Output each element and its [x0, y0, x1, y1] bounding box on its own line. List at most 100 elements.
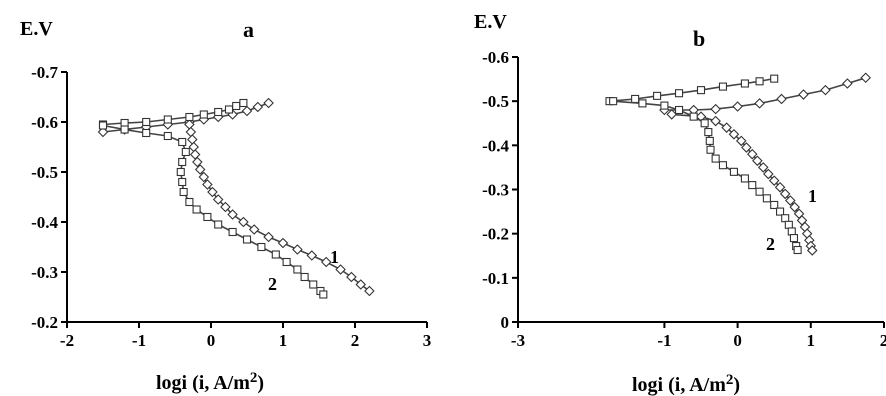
series-2-point: [781, 214, 790, 223]
series-2-point: [762, 194, 771, 203]
series-1-point: [227, 209, 238, 220]
y-tick-label: -0.5: [31, 163, 58, 182]
x-tick-label: -1: [132, 331, 146, 350]
data-marks-a: [97, 97, 375, 299]
series-1-point: [820, 84, 831, 96]
series-2-point: [142, 128, 151, 138]
series-2-point: [755, 77, 764, 86]
series-1-point: [346, 271, 357, 283]
series-2-point: [706, 145, 715, 154]
series-1-point: [241, 105, 253, 117]
series-2-point: [203, 212, 212, 222]
series-2-point: [224, 105, 234, 114]
series-label-1-a: 1: [330, 247, 339, 267]
series-1-point: [757, 162, 769, 173]
series-2-point: [282, 257, 291, 267]
series-1-point: [335, 264, 346, 275]
series-1-point: [263, 97, 274, 109]
series-1-point: [220, 201, 231, 213]
series-2-point: [185, 112, 194, 122]
series-2-point: [674, 89, 684, 98]
y-tick-label: -0.1: [482, 269, 509, 288]
series-2-point: [704, 128, 713, 137]
series-1-point: [189, 149, 201, 160]
series-1-point: [202, 179, 213, 190]
series-1-point: [754, 98, 765, 109]
series-1-point: [746, 148, 758, 160]
series-2-point: [770, 74, 779, 83]
chart-panel-b: E.V b -0.6-0.5-0.4-0.3-0.2-0.10-3 -1 0 1 2 1…: [474, 11, 886, 396]
y-tick-label: -0.4: [31, 213, 58, 232]
series-2-point: [271, 250, 280, 259]
series-1-point: [185, 126, 197, 138]
y-axis-label-b: E.V: [474, 11, 507, 33]
series-2-point: [609, 97, 618, 106]
series-2-point: [776, 207, 785, 216]
series-1-point: [666, 109, 677, 120]
series-2-point: [181, 147, 190, 157]
series-1-point: [728, 129, 740, 140]
series-2-point: [740, 174, 749, 183]
x-tick-label: 0: [733, 331, 742, 350]
series-2-point: [711, 154, 720, 163]
series-1-point: [806, 245, 818, 256]
series-1-point: [752, 155, 763, 167]
series-2-point: [214, 220, 223, 229]
series-2-point: [755, 187, 764, 196]
y-tick-label: -0.3: [482, 181, 509, 200]
series-2-point: [729, 167, 738, 176]
series-2-point: [163, 131, 172, 141]
x-tick-label: 2: [351, 331, 360, 350]
x-tick-label: 1: [807, 331, 816, 350]
series-2-point: [142, 117, 151, 127]
series-1-point: [207, 186, 218, 198]
series-1-point: [721, 122, 732, 133]
x-tick-label: 3: [423, 331, 432, 350]
chart-panel-a: E.V a -0.7 -0.6 -0.5 -0.4 -0.3 -0.2-2 -1 0 1 2 3 1…: [20, 17, 431, 394]
series-label-1-b: 1: [808, 186, 817, 206]
series-1-point: [763, 168, 774, 180]
series-1-point: [735, 135, 747, 147]
x-tick-label: -1: [657, 331, 671, 350]
y-tick-label: -0.2: [482, 225, 509, 244]
series-2-point: [293, 265, 302, 274]
series-2-point: [232, 101, 241, 111]
axes-a: -0.7 -0.6 -0.5 -0.4 -0.3 -0.2-2 -1 0 1 2 3: [31, 63, 431, 350]
series-2-point: [748, 181, 757, 190]
y-tick-label: -0.5: [482, 92, 509, 111]
series-2-point: [787, 227, 796, 236]
series-2-point: [770, 200, 779, 210]
series-2-point: [214, 107, 223, 117]
series-1-point: [292, 244, 303, 255]
chart-title-b: b: [693, 26, 705, 51]
series-2-point: [178, 157, 187, 167]
series-2-point: [239, 98, 248, 108]
series-1-point: [732, 101, 743, 112]
series-1-point: [355, 279, 367, 290]
series-2-point: [705, 136, 714, 145]
series-2-point: [660, 101, 669, 110]
y-axis-label-a: E.V: [20, 18, 53, 40]
series-1-point: [277, 237, 289, 249]
series-1-point: [779, 188, 791, 200]
y-tick-label: -0.4: [482, 136, 509, 155]
series-1-point: [364, 285, 375, 297]
series-1-point: [188, 141, 199, 153]
x-tick-label: 2: [880, 331, 886, 350]
chart-title-a: a: [243, 17, 254, 42]
series-2-point: [674, 105, 684, 115]
axes-b: -0.6-0.5-0.4-0.3-0.2-0.10-3 -1 0 1 2: [482, 48, 886, 350]
series-2-point: [631, 94, 640, 104]
series-2-point: [784, 220, 793, 229]
series-2-point: [192, 205, 201, 214]
series-1-point: [798, 89, 809, 100]
series-2-cathodic-line: [102, 124, 324, 296]
series-1-point: [263, 231, 274, 243]
series-2-point: [718, 161, 728, 170]
series-1-point: [789, 201, 800, 213]
series-2-point: [319, 290, 328, 299]
data-marks-b: [605, 72, 871, 256]
series-2-point: [740, 79, 749, 88]
series-2-point: [793, 245, 802, 255]
